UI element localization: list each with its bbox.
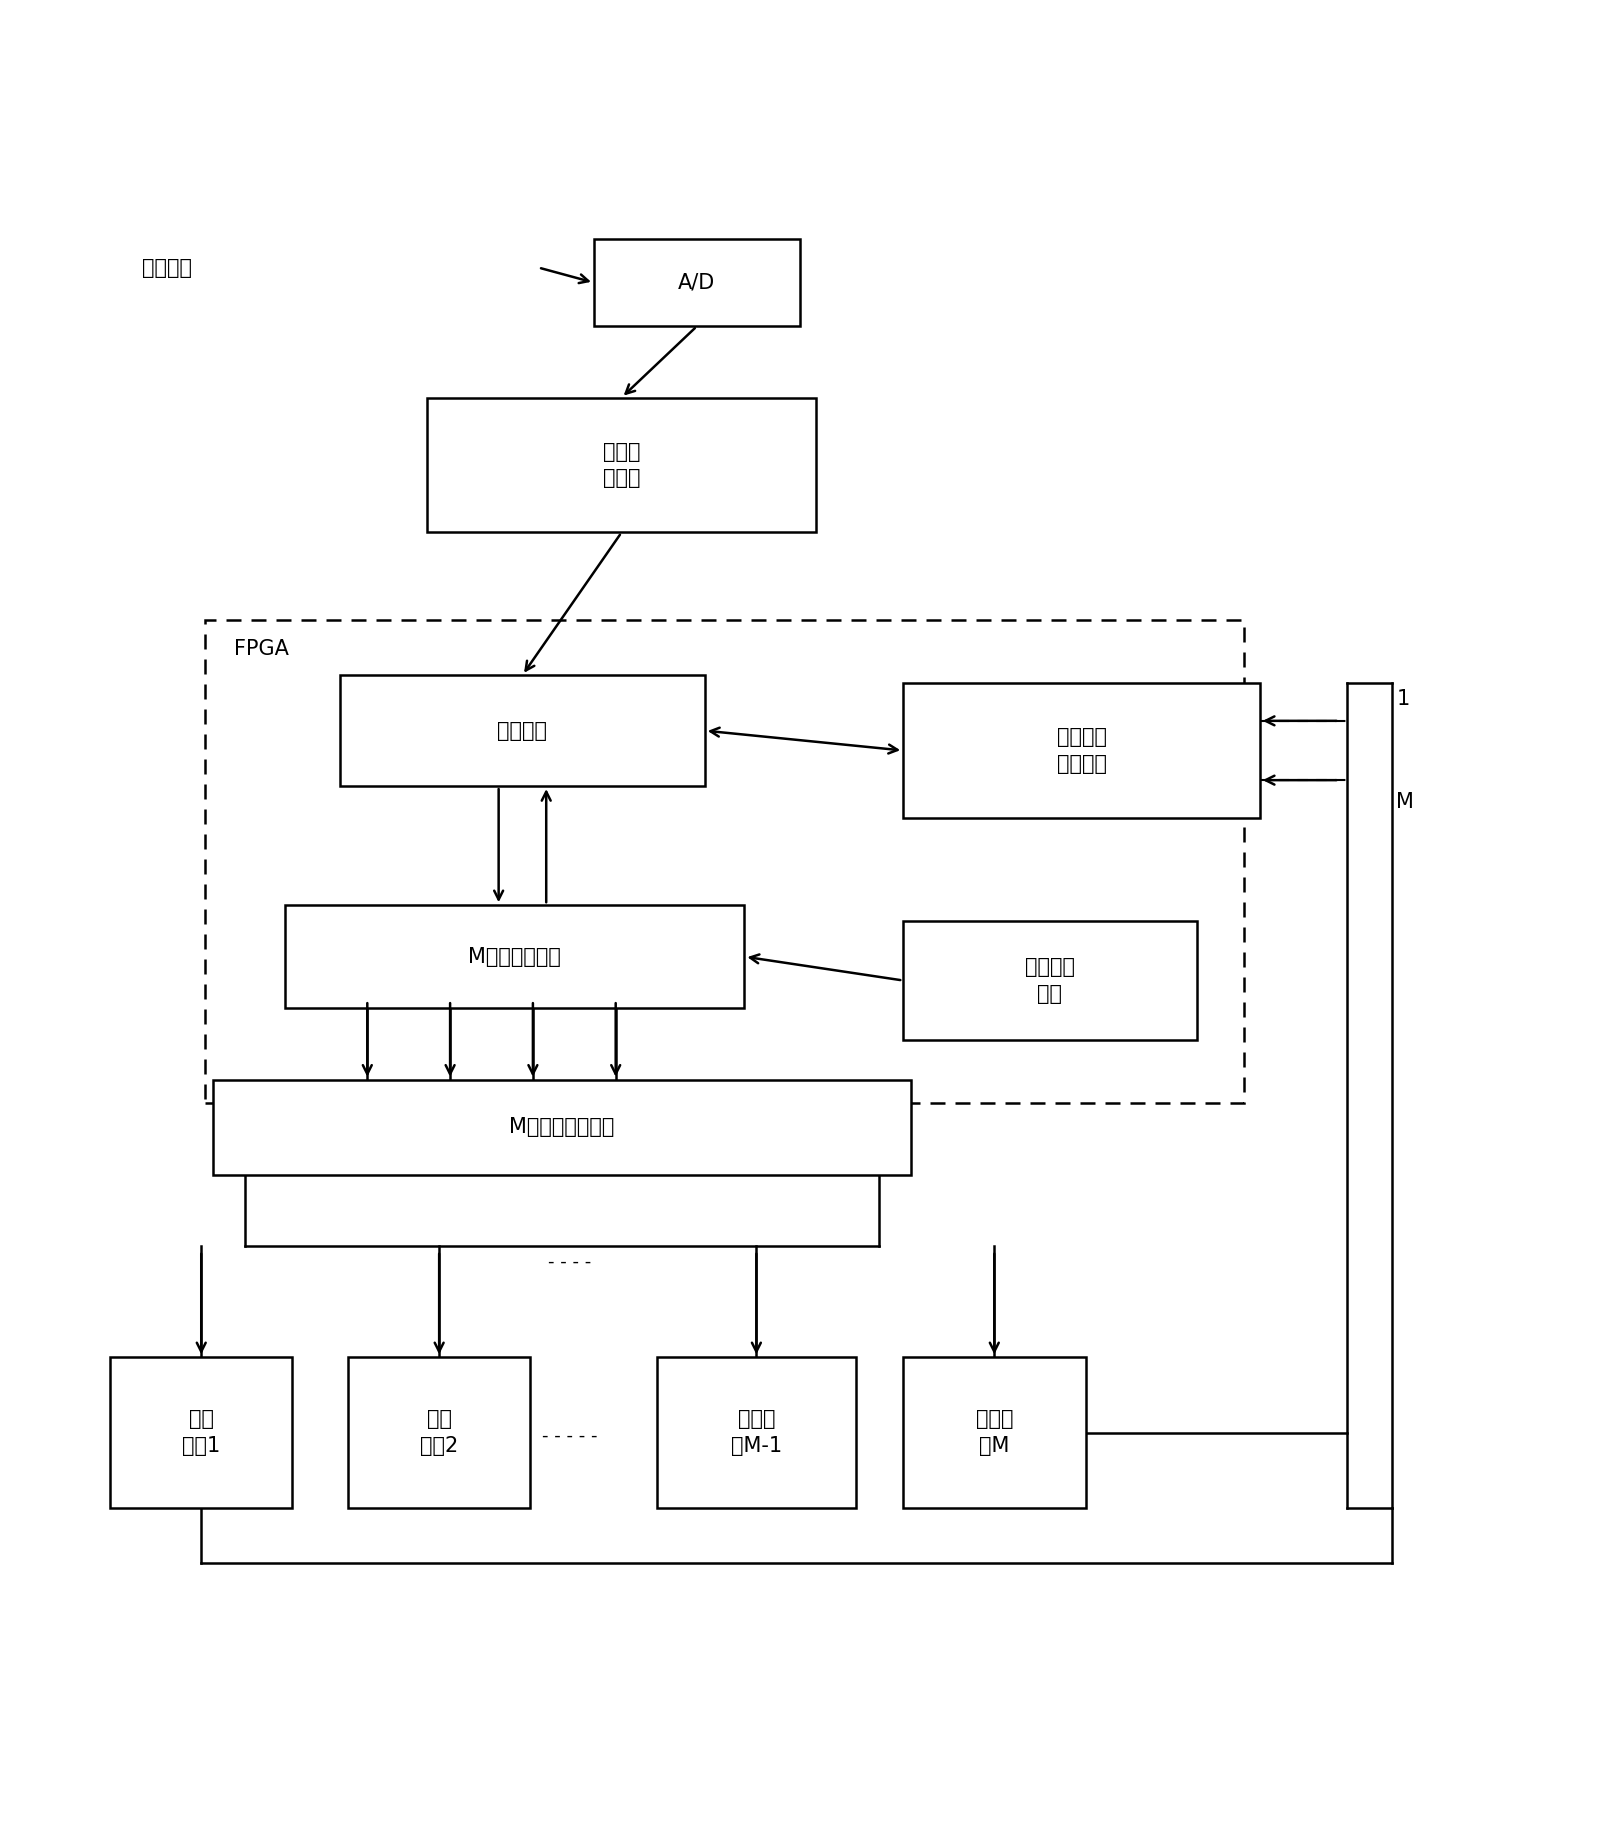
- Bar: [205, 619, 1245, 1103]
- Text: 开关模
块M-1: 开关模 块M-1: [731, 1409, 782, 1455]
- Bar: [902, 1358, 1085, 1509]
- Text: M路开关接口电路: M路开关接口电路: [509, 1118, 614, 1137]
- Text: 开关模
块M: 开关模 块M: [976, 1409, 1013, 1455]
- Bar: [213, 1079, 910, 1175]
- Text: 音频信
号处理: 音频信 号处理: [603, 442, 640, 488]
- Bar: [285, 904, 744, 1008]
- Text: M位移位寄存器: M位移位寄存器: [469, 947, 562, 967]
- Text: 控制单元: 控制单元: [498, 720, 547, 740]
- Text: 1: 1: [1397, 689, 1410, 709]
- Bar: [902, 921, 1197, 1041]
- Text: FPGA: FPGA: [234, 639, 288, 659]
- Text: 音频信号: 音频信号: [142, 258, 192, 278]
- Text: 开关模块
检测单元: 开关模块 检测单元: [1056, 728, 1107, 774]
- Bar: [594, 239, 800, 326]
- Bar: [902, 683, 1259, 818]
- Text: 开关
模块1: 开关 模块1: [182, 1409, 221, 1455]
- Bar: [658, 1358, 856, 1509]
- Bar: [427, 398, 816, 532]
- Text: 频率驱动
单元: 频率驱动 单元: [1026, 958, 1075, 1004]
- Text: - - - - -: - - - - -: [542, 1428, 598, 1446]
- Bar: [341, 676, 706, 787]
- Text: A/D: A/D: [678, 273, 715, 293]
- Bar: [347, 1358, 530, 1509]
- Text: - - - -: - - - -: [549, 1253, 592, 1271]
- Text: M: M: [1397, 792, 1414, 812]
- Text: 开关
模块2: 开关 模块2: [421, 1409, 458, 1455]
- Bar: [110, 1358, 293, 1509]
